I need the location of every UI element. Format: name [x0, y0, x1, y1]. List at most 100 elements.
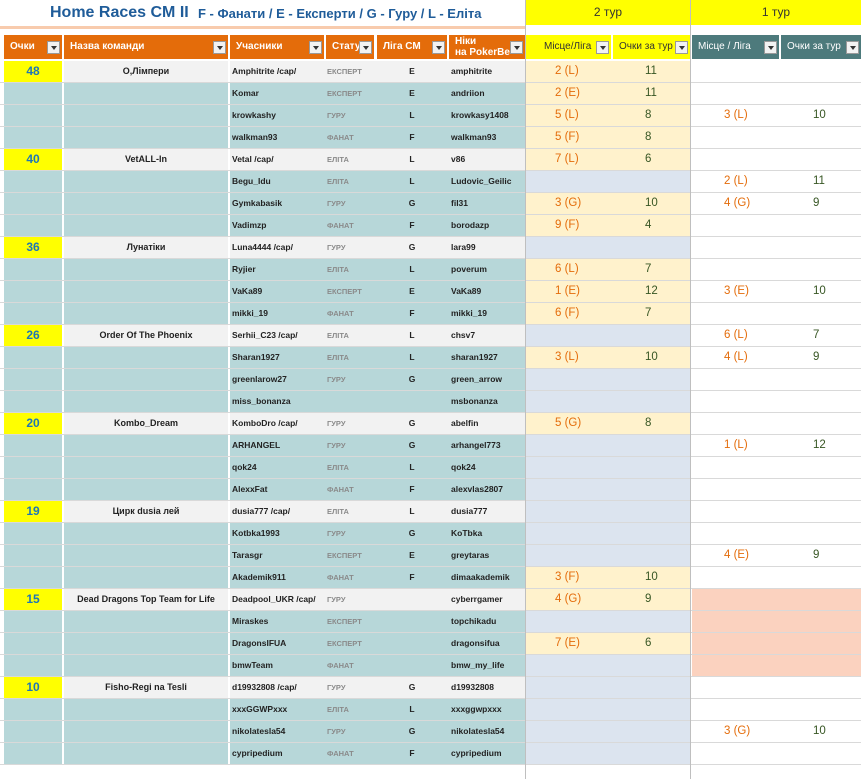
- member-nick[interactable]: qok24: [451, 462, 476, 472]
- member-name[interactable]: mikki_19: [232, 308, 268, 318]
- round1-score[interactable]: 9: [813, 197, 820, 209]
- round1-score[interactable]: [780, 501, 861, 522]
- round2-score[interactable]: [611, 523, 691, 544]
- table-row[interactable]: 26 Order Of The Phoenix Serhii_C23 /cap/ЕЛ…: [0, 325, 861, 347]
- round1-score[interactable]: [780, 479, 861, 500]
- member-league[interactable]: [400, 391, 424, 412]
- member-nick[interactable]: nikolatesla54: [451, 726, 505, 736]
- round2-place[interactable]: 7 (E): [555, 637, 580, 649]
- member-name[interactable]: dusia777 /cap/: [232, 506, 291, 516]
- team-name[interactable]: [64, 193, 228, 214]
- round2-place[interactable]: 4 (G): [555, 593, 582, 605]
- team-name[interactable]: [64, 633, 228, 654]
- member-league[interactable]: L: [409, 264, 415, 274]
- filter-dropdown-icon[interactable]: [764, 41, 777, 54]
- member-status[interactable]: ГУРУ: [327, 243, 346, 252]
- round1-score[interactable]: 9: [813, 351, 820, 363]
- round2-place[interactable]: [528, 545, 611, 566]
- team-points[interactable]: [4, 633, 62, 654]
- member-status[interactable]: ФАНАТ: [327, 749, 354, 758]
- team-points[interactable]: [4, 215, 62, 236]
- member-nick[interactable]: krowkasy1408: [451, 110, 509, 120]
- round1-score[interactable]: [780, 743, 861, 764]
- round2-score[interactable]: 6: [645, 637, 652, 649]
- round1-score[interactable]: [780, 633, 861, 654]
- member-name[interactable]: nikolatesla54: [232, 726, 286, 736]
- round2-place[interactable]: 3 (L): [555, 351, 579, 363]
- round1-score[interactable]: [780, 611, 861, 632]
- member-league[interactable]: E: [409, 550, 415, 560]
- member-league[interactable]: G: [408, 374, 416, 384]
- member-nick[interactable]: walkman93: [451, 132, 497, 142]
- member-nick[interactable]: arhangel773: [451, 440, 501, 450]
- team-name[interactable]: [64, 347, 228, 368]
- member-nick[interactable]: lara99: [451, 242, 476, 252]
- round1-score[interactable]: 7: [813, 329, 820, 341]
- team-name[interactable]: [64, 435, 228, 456]
- round2-score[interactable]: 10: [645, 571, 658, 583]
- team-points[interactable]: [4, 721, 62, 742]
- member-nick[interactable]: borodazp: [451, 220, 490, 230]
- round2-place[interactable]: [528, 171, 611, 192]
- team-name[interactable]: [64, 721, 228, 742]
- filter-dropdown-icon[interactable]: [309, 41, 322, 54]
- round2-place[interactable]: 1 (E): [555, 285, 580, 297]
- member-league[interactable]: G: [408, 726, 416, 736]
- member-league[interactable]: L: [409, 462, 415, 472]
- member-name[interactable]: qok24: [232, 462, 257, 472]
- round1-place[interactable]: [693, 633, 779, 654]
- member-league[interactable]: L: [409, 110, 415, 120]
- round1-place[interactable]: [693, 677, 779, 698]
- member-league[interactable]: G: [408, 440, 416, 450]
- member-league[interactable]: F: [409, 220, 415, 230]
- round1-score[interactable]: 9: [813, 549, 820, 561]
- member-league[interactable]: G: [408, 528, 416, 538]
- member-name[interactable]: Ryjier: [232, 264, 256, 274]
- round1-place[interactable]: [693, 83, 779, 104]
- team-points[interactable]: 19: [26, 504, 40, 518]
- member-nick[interactable]: xxxggwpxxx: [451, 704, 502, 714]
- member-name[interactable]: VaKa89: [232, 286, 263, 296]
- round2-score[interactable]: [611, 237, 691, 258]
- table-row[interactable]: bmwTeam ФАНАТ bmw_my_life: [0, 655, 861, 677]
- member-status[interactable]: [327, 391, 375, 412]
- round1-score[interactable]: [780, 83, 861, 104]
- member-nick[interactable]: cyberrgamer: [451, 594, 503, 604]
- round1-place[interactable]: [693, 259, 779, 280]
- round2-place[interactable]: [528, 325, 611, 346]
- member-status[interactable]: ЕКСПЕРТ: [327, 551, 362, 560]
- round2-place[interactable]: 3 (G): [555, 197, 582, 209]
- round1-score[interactable]: [780, 413, 861, 434]
- team-points[interactable]: 10: [26, 680, 40, 694]
- round1-score[interactable]: [780, 61, 861, 82]
- member-league[interactable]: [400, 611, 424, 632]
- member-name[interactable]: krowkashy: [232, 110, 276, 120]
- team-name[interactable]: Fisho-Regi na Tesli: [105, 682, 187, 692]
- team-points[interactable]: [4, 545, 62, 566]
- round2-place[interactable]: [528, 611, 611, 632]
- team-name[interactable]: [64, 479, 228, 500]
- member-league[interactable]: E: [409, 286, 415, 296]
- header-members[interactable]: Учасники: [230, 35, 324, 59]
- round1-score[interactable]: [780, 655, 861, 676]
- round2-score[interactable]: [611, 545, 691, 566]
- member-status[interactable]: ЕЛІТА: [327, 177, 349, 186]
- member-nick[interactable]: d19932808: [451, 682, 495, 692]
- member-league[interactable]: F: [409, 308, 415, 318]
- round1-score[interactable]: 12: [813, 439, 826, 451]
- table-row[interactable]: Vadimzp ФАНАТ F borodazp 9 (F) 4: [0, 215, 861, 237]
- member-name[interactable]: bmwTeam: [232, 660, 273, 670]
- team-points[interactable]: 20: [26, 416, 40, 430]
- member-nick[interactable]: amphitrite: [451, 66, 493, 76]
- filter-dropdown-icon[interactable]: [510, 41, 523, 54]
- team-points[interactable]: [4, 171, 62, 192]
- round1-score[interactable]: [780, 677, 861, 698]
- table-row[interactable]: miss_bonanza msbonanza: [0, 391, 861, 413]
- round2-score[interactable]: 4: [645, 219, 652, 231]
